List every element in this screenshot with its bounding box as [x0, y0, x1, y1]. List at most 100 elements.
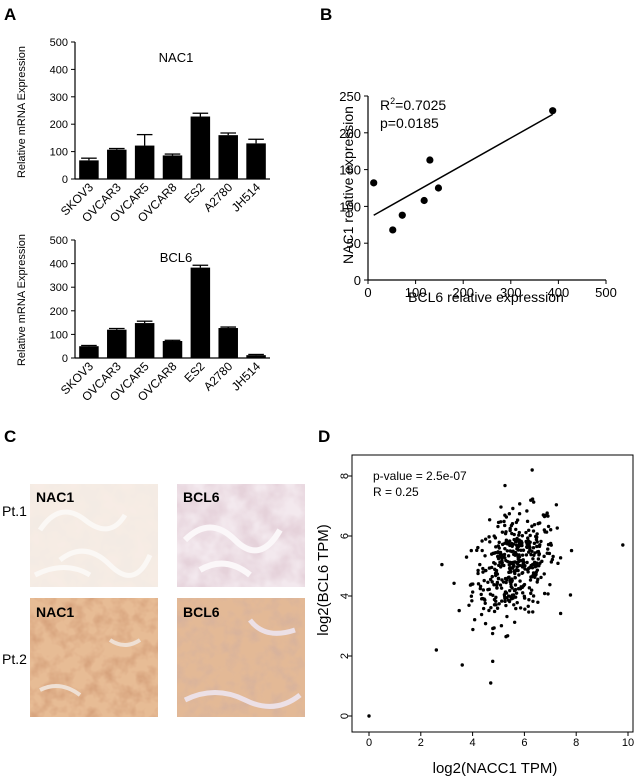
data-point [481, 566, 485, 571]
data-point [534, 537, 539, 542]
data-point [558, 556, 563, 560]
data-point [490, 580, 494, 584]
data-point [536, 600, 540, 604]
data-point [491, 659, 495, 664]
data-point [480, 539, 484, 543]
panel-a-bcl6-chart: BCL6 Relative mRNA Expression 0 100 200 300… [16, 234, 270, 404]
y-tick-label: 200 [50, 119, 68, 131]
data-point [531, 500, 536, 504]
data-point [531, 594, 536, 598]
data-point [487, 566, 492, 570]
bar [162, 155, 183, 179]
data-point [469, 548, 473, 553]
data-point [549, 107, 557, 115]
y-axis-label: log2(BCL6 TPM) [315, 524, 332, 635]
y-tick-label: 2 [339, 653, 351, 659]
data-point [545, 551, 549, 555]
data-point [536, 521, 540, 526]
data-point [468, 583, 473, 587]
data-point [505, 614, 509, 619]
data-point [546, 547, 550, 551]
data-point [515, 565, 519, 569]
data-point [503, 546, 507, 551]
data-point [546, 514, 550, 518]
data-point [542, 554, 546, 559]
y-tick-label: 100 [50, 329, 68, 341]
plot-frame [351, 454, 634, 733]
data-point [488, 592, 493, 596]
data-point [520, 553, 525, 557]
data-point [507, 599, 512, 604]
data-point [483, 554, 487, 558]
data-point [531, 529, 536, 533]
data-point [503, 513, 507, 517]
y-axis-label: Relative mRNA Expression [16, 234, 28, 366]
panel-a-nac1-chart: NAC1 Relative mRNA Expression 0 100 200 300… [16, 37, 270, 225]
ihc-label-bcl6: BCL6 [183, 489, 220, 505]
x-tick-label: 200 [452, 285, 474, 300]
data-point [398, 211, 406, 219]
data-point [518, 587, 523, 591]
r-squared-annotation: R2=0.7025 [380, 96, 446, 113]
data-point [389, 226, 397, 234]
data-point [503, 590, 508, 594]
data-point [508, 528, 512, 533]
y-tick-label: 100 [339, 199, 361, 214]
data-point [520, 570, 525, 575]
data-point [479, 612, 484, 617]
data-point [531, 546, 536, 550]
data-point [534, 572, 538, 577]
y-axis-label: NAC1 relative expression [340, 106, 356, 264]
data-point [527, 610, 531, 614]
data-point [502, 519, 506, 524]
data-point [529, 591, 533, 596]
x-tick-label: 300 [500, 285, 522, 300]
data-point [530, 468, 534, 472]
x-axis-label: BCL6 relative expression [408, 289, 564, 305]
data-point [540, 559, 544, 564]
data-point [569, 548, 574, 553]
data-point [517, 530, 522, 535]
data-point [478, 562, 482, 567]
data-point [551, 554, 555, 559]
data-point [515, 600, 519, 605]
data-point [504, 580, 508, 585]
data-point [495, 554, 500, 559]
data-point [527, 586, 532, 590]
data-point [531, 610, 535, 614]
data-point [483, 601, 487, 605]
data-point [426, 156, 434, 164]
data-point [504, 558, 508, 563]
data-point [514, 543, 519, 547]
y-tick-label: 4 [339, 593, 351, 599]
data-point [514, 606, 518, 611]
bar [218, 328, 238, 358]
data-point [549, 543, 553, 547]
data-point [503, 541, 507, 545]
y-tick-label: 400 [50, 64, 68, 76]
data-point [500, 555, 504, 560]
panel-label-c: C [4, 427, 16, 446]
data-point [490, 631, 495, 636]
data-point [496, 576, 501, 581]
data-point [481, 588, 486, 592]
bar [246, 355, 266, 358]
data-point [478, 584, 483, 588]
data-point [546, 524, 551, 529]
data-point [508, 539, 512, 543]
panel-d-scatter: log2(BCL6 TPM) log2(NACC1 TPM) p-value =… [315, 454, 634, 777]
data-point [509, 523, 514, 528]
data-point [481, 570, 485, 574]
data-point [370, 179, 378, 187]
data-point [514, 591, 519, 595]
panel-label-b: B [320, 5, 332, 24]
data-point [526, 536, 530, 540]
data-point [525, 560, 529, 565]
data-point [489, 605, 493, 610]
data-point [483, 621, 488, 626]
data-point [512, 532, 516, 537]
ihc-image-pt1-bcl6: BCL6 [177, 484, 305, 587]
data-point [511, 564, 516, 569]
data-point [526, 604, 530, 609]
y-tick-label: 100 [50, 147, 68, 159]
